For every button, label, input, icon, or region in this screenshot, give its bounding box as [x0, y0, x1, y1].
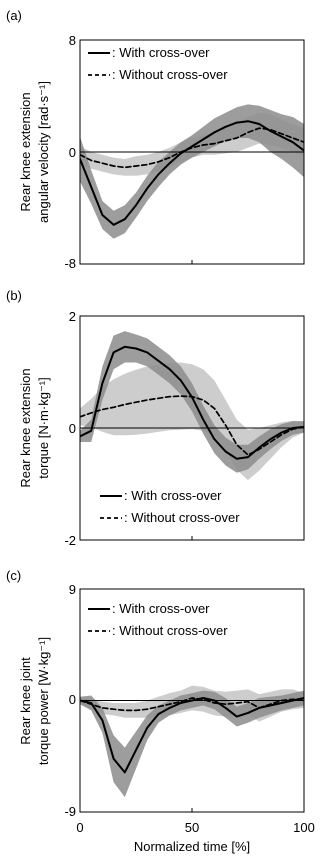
- panel-c: (c) Rear knee joint torque power [W·kg⁻¹…: [6, 568, 315, 854]
- panel-c-xlabel: Normalized time [%]: [134, 839, 250, 854]
- panel-a-ylabel: Rear knee extension angular velocity [ra…: [18, 81, 51, 223]
- panel-a-legend-with: : With cross-over: [112, 45, 210, 60]
- panel-b-ytick-top: 2: [69, 309, 76, 324]
- panel-a-ylabel-line2: angular velocity [rad·s⁻¹]: [36, 81, 51, 223]
- panel-a-plot: [79, 39, 305, 265]
- panel-a-ytick-bottom: -8: [64, 256, 76, 271]
- panel-b-legend-without: : Without cross-over: [124, 510, 240, 525]
- panel-b-data: [80, 331, 304, 481]
- panel-c-ytick-bottom: -9: [64, 804, 76, 819]
- panel-c-ylabel-line1: Rear knee joint: [18, 657, 33, 745]
- panel-b-ytick-zero: 0: [69, 421, 76, 436]
- panel-a-label: (a): [6, 8, 22, 23]
- panel-c-with-sd-band: [80, 690, 304, 798]
- panel-c-xtick-0: 0: [76, 820, 83, 835]
- panel-b-ylabel-line1: Rear knee extension: [18, 368, 33, 487]
- panel-c-xtick-100: 100: [293, 820, 315, 835]
- panel-b-without-crossover-line: [80, 395, 304, 456]
- panel-a: (a) Rear knee extension angular velocity…: [6, 8, 305, 271]
- panel-b-plot: [79, 315, 305, 541]
- panel-a-legend: : With cross-over : Without cross-over: [88, 45, 228, 82]
- panel-c-legend: : With cross-over : Without cross-over: [88, 601, 228, 638]
- panel-c-xtick-50: 50: [185, 820, 199, 835]
- panel-b: (b) Rear knee extension torque [N·m·kg⁻¹…: [6, 288, 305, 548]
- panel-c-data: [80, 685, 304, 798]
- panel-a-ytick-zero: 0: [69, 145, 76, 160]
- panel-c-without-crossover-line: [80, 697, 304, 712]
- panel-a-data: [80, 104, 304, 239]
- panel-b-ylabel-line2: torque [N·m·kg⁻¹]: [36, 377, 51, 479]
- panel-c-ylabel-line2: torque power [W·kg⁻¹]: [36, 637, 51, 765]
- panel-b-ytick-bottom: -2: [64, 533, 76, 548]
- panel-b-legend: : With cross-over : Without cross-over: [100, 488, 240, 525]
- panel-b-label: (b): [6, 288, 22, 303]
- panel-b-ylabel: Rear knee extension torque [N·m·kg⁻¹]: [18, 368, 51, 487]
- panel-b-legend-with: : With cross-over: [124, 488, 222, 503]
- panel-a-ytick-top: 8: [69, 33, 76, 48]
- panel-c-legend-without: : Without cross-over: [112, 623, 228, 638]
- panel-c-ylabel: Rear knee joint torque power [W·kg⁻¹]: [18, 637, 51, 765]
- panel-c-label: (c): [6, 568, 21, 583]
- panel-c-legend-with: : With cross-over: [112, 601, 210, 616]
- panel-c-ytick-zero: 0: [69, 692, 76, 707]
- panel-b-without-sd-band: [80, 362, 304, 481]
- panel-a-legend-without: : Without cross-over: [112, 67, 228, 82]
- panel-c-ytick-top: 9: [69, 582, 76, 597]
- panel-a-without-crossover-line: [80, 127, 304, 169]
- panel-a-ylabel-line1: Rear knee extension: [18, 92, 33, 211]
- panel-c-plot: [79, 588, 305, 813]
- panel-b-with-sd-band: [80, 331, 304, 473]
